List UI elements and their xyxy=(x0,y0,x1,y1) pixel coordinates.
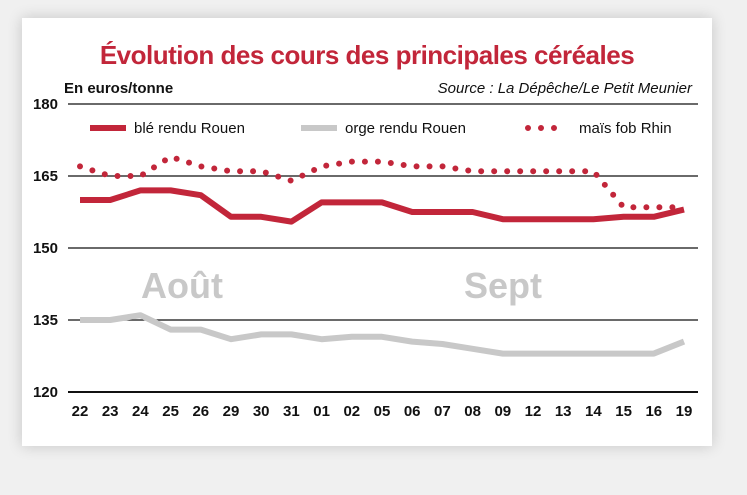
chart-card xyxy=(22,18,712,446)
x-tick-label: 06 xyxy=(404,403,421,420)
x-tick-label: 30 xyxy=(253,403,270,420)
month-label: Août xyxy=(141,265,223,306)
x-tick-label: 01 xyxy=(313,403,330,420)
legend-label: maïs fob Rhin xyxy=(579,120,672,137)
x-tick-label: 19 xyxy=(676,403,693,420)
y-tick-label: 165 xyxy=(33,168,58,185)
y-axis-unit-label: En euros/tonne xyxy=(64,80,174,97)
cropped-caption-fragment xyxy=(30,465,720,495)
x-tick-label: 14 xyxy=(585,403,602,420)
series-line-2 xyxy=(77,153,687,211)
x-tick-label: 26 xyxy=(192,403,209,420)
month-label: Sept xyxy=(464,265,542,306)
x-tick-label: 07 xyxy=(434,403,451,420)
line-chart: Août Sept blé rendu Rouen orge rendu Rouen… xyxy=(33,96,698,420)
x-tick-label: 15 xyxy=(615,403,632,420)
x-tick-label: 25 xyxy=(162,403,179,420)
series-line-0 xyxy=(80,187,685,225)
x-tick-label: 24 xyxy=(132,403,149,420)
source-credit: Source : La Dépêche/Le Petit Meunier xyxy=(437,80,692,97)
x-tick-label: 09 xyxy=(494,403,511,420)
y-tick-label: 180 xyxy=(33,96,58,113)
x-tick-label: 08 xyxy=(464,403,481,420)
y-tick-label: 150 xyxy=(33,240,58,257)
y-tick-label: 120 xyxy=(33,384,58,401)
legend-label: orge rendu Rouen xyxy=(345,120,466,137)
chart-title: Évolution des cours des principales céré… xyxy=(99,40,635,70)
x-tick-label: 23 xyxy=(102,403,119,420)
x-tick-label: 12 xyxy=(525,403,542,420)
x-tick-label: 29 xyxy=(223,403,240,420)
x-tick-label: 22 xyxy=(72,403,89,420)
x-tick-label: 13 xyxy=(555,403,572,420)
x-tick-label: 05 xyxy=(374,403,391,420)
x-tick-label: 02 xyxy=(343,403,360,420)
x-tick-label: 16 xyxy=(645,403,662,420)
series-line-1 xyxy=(80,312,686,357)
legend-label: blé rendu Rouen xyxy=(134,120,245,137)
y-tick-label: 135 xyxy=(33,312,58,329)
x-tick-label: 31 xyxy=(283,403,300,420)
